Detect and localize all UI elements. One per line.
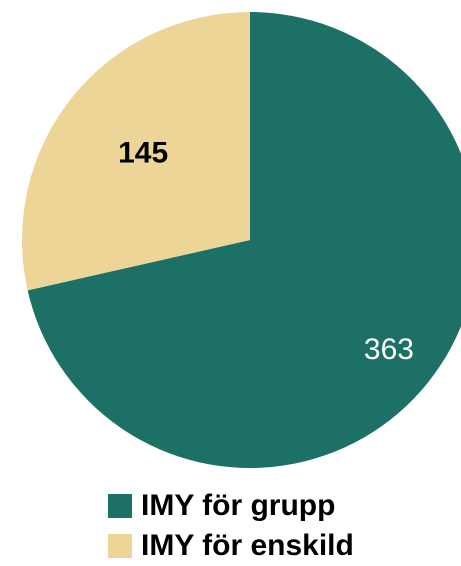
chart-legend: IMY för grupp IMY för enskild — [108, 486, 354, 566]
legend-item-enskild: IMY för enskild — [108, 526, 354, 566]
data-label-enskild: 145 — [118, 137, 168, 170]
legend-item-grupp: IMY för grupp — [108, 486, 354, 526]
pie-slices — [21, 12, 461, 468]
pie-slice-enskild — [21, 12, 250, 291]
pie-data-labels: 363 145 — [118, 137, 414, 366]
legend-swatch-enskild — [108, 534, 132, 558]
pie-slice-grupp — [27, 12, 461, 468]
data-label-grupp: 363 — [364, 333, 414, 366]
legend-label-grupp: IMY för grupp — [141, 489, 336, 522]
legend-label-enskild: IMY för enskild — [141, 529, 354, 562]
legend-swatch-grupp — [108, 494, 132, 518]
